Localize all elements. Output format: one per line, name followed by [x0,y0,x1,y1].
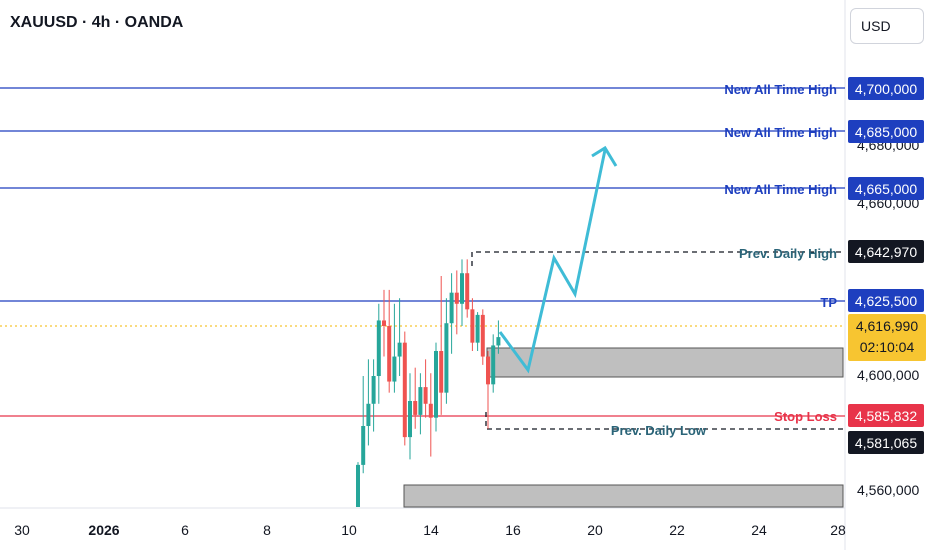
prev-daily-low-label: Prev. Daily Low [611,423,707,438]
candle-bearish[interactable] [470,309,475,343]
current-price-text: 4,616,990 [856,318,918,334]
projection-arrowhead [591,145,618,167]
time-tick: 28 [830,522,846,538]
candle-bullish[interactable] [496,337,501,346]
candle-bullish[interactable] [418,387,423,415]
time-tick: 6 [181,522,189,538]
price-tag-tp [848,289,924,312]
candle-bearish[interactable] [402,342,407,438]
time-tick: 10 [341,522,357,538]
candle-bullish[interactable] [460,273,464,304]
chart-title: XAUUSD · 4h · OANDA [10,14,184,31]
candle-bearish[interactable] [454,292,459,304]
price-tag-stop-loss [848,404,924,427]
time-tick: 8 [263,522,271,538]
current-price-tag [848,314,926,361]
candle-bullish[interactable] [366,403,371,426]
candle-bullish[interactable] [434,351,438,418]
price-tag-text-ath-2: 4,685,000 [855,124,917,140]
price-tag-text-stop-loss: 4,585,832 [855,408,917,424]
candle-bullish[interactable] [449,292,454,324]
lower-demand-zone[interactable] [403,484,844,508]
time-tick: 16 [505,522,521,538]
time-tick: 2026 [88,522,119,538]
candle-bearish[interactable] [428,403,433,418]
price-tag-text-tp: 4,625,500 [855,293,917,309]
bar-countdown: 02:10:04 [860,339,915,355]
candle-bullish[interactable] [491,345,496,385]
candle-bullish[interactable] [356,464,360,507]
candle-bullish[interactable] [397,342,402,357]
price-tag-ath-1 [848,77,924,100]
candle-bearish[interactable] [413,401,418,415]
candle-bullish[interactable] [376,320,381,376]
level-label-ath-2: New All Time High [724,125,837,140]
candle-bullish[interactable] [361,426,366,465]
plot-background [0,0,845,508]
time-tick: 24 [751,522,767,538]
price-tag-prev-daily-low [848,431,924,454]
candle-bearish[interactable] [423,387,428,404]
candle-bearish[interactable] [465,273,470,310]
time-tick: 22 [669,522,685,538]
time-tick: 14 [423,522,439,538]
price-tick: 4,600,000 [857,367,919,383]
level-label-ath-3: New All Time High [724,182,837,197]
prev-daily-high-line[interactable] [471,251,845,266]
price-tag-text-prev-daily-low: 4,581,065 [855,435,917,451]
price-tag-text-ath-3: 4,665,000 [855,181,917,197]
level-label-ath-1: New All Time High [724,82,837,97]
price-tag-text-ath-1: 4,700,000 [855,81,917,97]
candle-bearish[interactable] [382,320,386,326]
candle-bullish[interactable] [392,356,397,382]
price-tick: 4,560,000 [857,482,919,498]
prev-daily-high-label: Prev. Daily High [739,246,837,261]
candle-bearish[interactable] [480,314,485,357]
candle-bearish[interactable] [486,356,490,385]
currency-button[interactable]: USD [850,8,924,44]
candle-bearish[interactable] [439,351,444,393]
demand-zone[interactable] [486,347,844,378]
level-label-tp: TP [820,295,837,310]
prev-daily-low-line[interactable] [485,412,845,430]
price-tag-text-prev-daily-high: 4,642,970 [855,244,917,260]
price-tag-ath-3 [848,177,924,200]
candle-bearish[interactable] [387,326,392,382]
candle-bullish[interactable] [475,314,480,343]
time-tick: 20 [587,522,603,538]
projection-path[interactable] [498,149,607,374]
time-tick: 30 [14,522,30,538]
price-tag-prev-daily-high [848,240,924,263]
level-label-stop-loss: Stop Loss [774,409,837,424]
candle-bullish[interactable] [444,323,449,393]
candles-layer [356,259,501,507]
candle-bullish[interactable] [371,376,376,404]
price-tag-ath-2 [848,120,924,143]
candle-bullish[interactable] [408,401,412,438]
